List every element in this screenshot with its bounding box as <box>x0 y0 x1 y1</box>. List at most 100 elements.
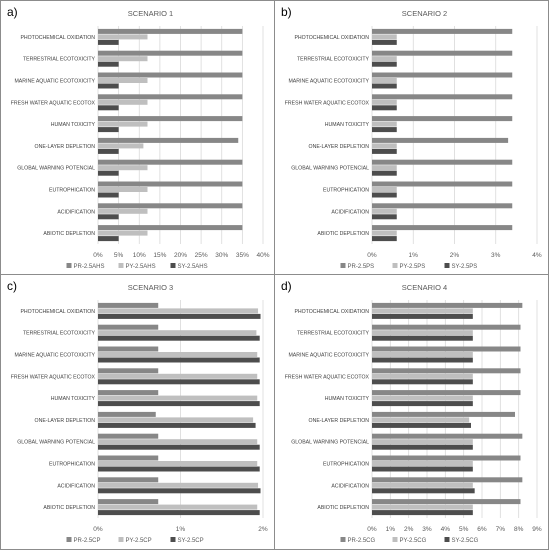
bar <box>372 137 509 143</box>
bar <box>98 455 159 461</box>
bar <box>372 368 521 374</box>
bar <box>372 208 397 214</box>
panel-label: a) <box>7 5 18 19</box>
legend-swatch <box>66 263 72 268</box>
bar <box>372 99 397 105</box>
bar <box>98 330 257 336</box>
category-label: PHOTOCHEMICAL OXIDATION <box>20 309 95 315</box>
x-tick-label: 10% <box>133 252 146 259</box>
bar <box>372 94 513 100</box>
x-tick-label: 2% <box>258 526 268 533</box>
bar <box>98 99 148 105</box>
x-tick-label: 5% <box>114 252 124 259</box>
bar <box>98 401 260 407</box>
legend-swatch <box>340 263 346 268</box>
panel-label: d) <box>281 279 292 293</box>
bar <box>98 466 260 472</box>
category-label: ONE-LAYER DEPLETION <box>35 144 96 150</box>
x-tick-label: 15% <box>153 252 166 259</box>
bar <box>372 417 470 423</box>
bar <box>372 39 397 45</box>
category-label: HUMAN TOXICITY <box>51 396 96 402</box>
bar <box>372 50 513 56</box>
chart-scenario-4: SCENARIO 4 0% 1% 2% 3% 4% 5% 6% 7% 8% 9% PHOTOCHEMI… <box>285 283 542 544</box>
panel-scenario-2: SCENARIO 2 0% 1% 2% 3% 4% PHOTOCHEMICAL OXIDAT… <box>274 0 549 275</box>
bar <box>372 302 523 308</box>
legend-swatch <box>170 537 176 542</box>
bar <box>372 148 397 154</box>
bar <box>98 116 243 122</box>
bar <box>98 504 258 510</box>
x-tick-label: 1% <box>409 252 419 259</box>
category-label: MARINE AQUATIC ECOTOXICITY <box>14 79 95 85</box>
legend-label: PY-2.5AHS <box>126 264 156 270</box>
bar <box>98 34 148 40</box>
bar <box>372 214 397 220</box>
category-label: EUTROPHICATION <box>323 462 369 468</box>
bar <box>98 357 260 363</box>
bar <box>372 477 523 483</box>
bar <box>98 61 119 67</box>
bar <box>372 230 397 236</box>
category-label: FRESH WATER AQUATIC ECOTOX <box>285 100 370 106</box>
bar <box>98 159 243 165</box>
x-tick-label: 1% <box>386 526 396 533</box>
bar <box>372 121 397 127</box>
bar <box>98 444 260 450</box>
chart-title: SCENARIO 2 <box>402 9 447 18</box>
bar <box>98 324 159 330</box>
bar <box>98 313 261 319</box>
category-label: PHOTOCHEMICAL OXIDATION <box>294 35 369 41</box>
chart-scenario-2: SCENARIO 2 0% 1% 2% 3% 4% PHOTOCHEMICAL OXIDAT… <box>285 9 542 270</box>
x-tick-label: 0% <box>93 252 103 259</box>
bar <box>98 477 159 483</box>
bar <box>372 444 473 450</box>
category-label: MARINE AQUATIC ECOTOXICITY <box>288 353 369 359</box>
category-label: FRESH WATER AQUATIC ECOTOX <box>11 374 96 380</box>
category-label: ACIDIFICATION <box>331 209 369 215</box>
bar <box>372 105 397 111</box>
bar <box>98 137 239 143</box>
bar <box>98 439 258 445</box>
x-tick-label: 25% <box>195 252 208 259</box>
x-tick-label: 6% <box>477 526 487 533</box>
bar <box>98 352 258 357</box>
x-tick-label: 3% <box>491 252 501 259</box>
bar <box>372 78 397 83</box>
category-label: FRESH WATER AQUATIC ECOTOX <box>11 100 96 106</box>
bar <box>98 368 159 374</box>
category-label: ACIDIFICATION <box>331 483 369 489</box>
bar <box>372 225 513 231</box>
bar <box>98 225 243 231</box>
bar <box>98 170 119 176</box>
category-label: TERRESTRIAL ECOTOXICITY <box>23 57 96 63</box>
legend-swatch <box>118 537 124 542</box>
category-label: EUTROPHICATION <box>323 188 369 194</box>
bar <box>372 28 513 34</box>
legend-swatch <box>170 263 176 268</box>
legend-swatch <box>392 537 398 542</box>
panel-scenario-3: SCENARIO 3 0% 1% 2% PHOTOCHEMICAL OXIDATION T… <box>0 274 275 550</box>
bar <box>372 181 513 187</box>
x-tick-label: 9% <box>532 526 542 533</box>
bar <box>372 127 397 133</box>
x-tick-label: 40% <box>256 252 269 259</box>
chart-scenario-3: SCENARIO 3 0% 1% 2% PHOTOCHEMICAL OXIDATION T… <box>11 283 268 544</box>
category-label: HUMAN TOXICITY <box>325 396 370 402</box>
bar <box>98 499 159 505</box>
bar <box>372 373 473 379</box>
bar <box>98 236 119 242</box>
bar <box>372 455 521 461</box>
category-label: ONE-LAYER DEPLETION <box>309 144 370 150</box>
category-label: TERRESTRIAL ECOTOXICITY <box>297 57 370 63</box>
bar <box>98 143 144 149</box>
category-label: ABIOTIC DEPLETION <box>317 505 369 511</box>
bar <box>372 116 513 122</box>
chart-title: SCENARIO 4 <box>402 283 447 292</box>
bar <box>98 192 119 198</box>
legend-label: SY-2.5CP <box>178 538 204 544</box>
chart-title: SCENARIO 3 <box>128 283 173 292</box>
bar <box>98 379 260 385</box>
bar <box>98 181 243 187</box>
x-tick-label: 0% <box>93 526 103 533</box>
